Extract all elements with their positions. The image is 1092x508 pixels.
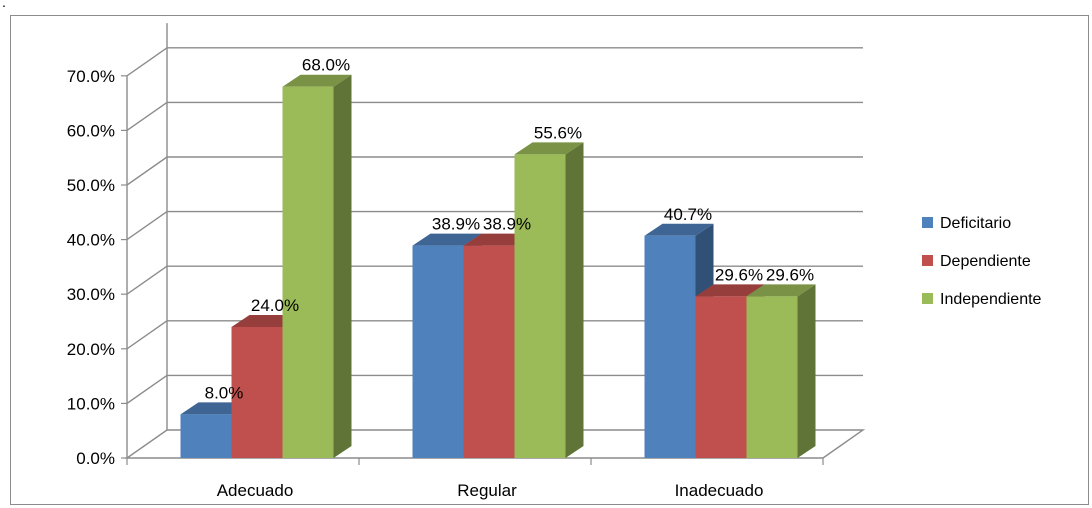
y-tick-label: 70.0%: [67, 67, 115, 86]
bar-front-face: [282, 86, 334, 458]
y-tick-label: 50.0%: [67, 176, 115, 195]
y-tick-label: 20.0%: [67, 340, 115, 359]
gridline-diagonal: [126, 211, 168, 241]
data-label: 29.6%: [715, 265, 763, 284]
bar-top-face: [644, 223, 714, 236]
data-label: 38.9%: [483, 215, 531, 234]
data-label: 55.6%: [534, 123, 582, 142]
axes: 0.0% 10.0% 20.0% 30.0% 40.0% 50.0% 60.0% 70.0% A…: [67, 23, 866, 500]
bar-front-face: [695, 296, 747, 458]
y-tick-label: 30.0%: [67, 285, 115, 304]
y-tick-label: 10.0%: [67, 394, 115, 413]
x-tick-label: Adecuado: [217, 481, 294, 500]
bar: [282, 74, 352, 458]
legend-swatch: [922, 217, 933, 228]
legend-label: Independiente: [940, 291, 1042, 308]
gridline-diagonal: [126, 374, 168, 404]
y-tick-label: 60.0%: [67, 121, 115, 140]
data-label: 24.0%: [251, 296, 299, 315]
bar-top-face: [412, 233, 482, 246]
gridline-diagonal: [126, 320, 168, 350]
gridline-diagonal: [126, 156, 168, 186]
bar: [746, 284, 816, 458]
y-tick-label: 0.0%: [76, 449, 115, 468]
bar-front-face: [514, 154, 566, 458]
legend-swatch: [922, 293, 933, 304]
bar-top-face: [514, 142, 584, 155]
bar-front-face: [746, 296, 798, 458]
gridline-diagonal: [126, 265, 168, 295]
data-label: 8.0%: [205, 383, 244, 402]
bar-side-face: [797, 284, 816, 458]
gridline-diagonal: [126, 47, 168, 77]
x-tick-label: Inadecuado: [675, 481, 764, 500]
bar-front-face: [463, 245, 515, 458]
bar-front-face: [180, 414, 232, 458]
bar-top-face: [746, 284, 816, 297]
bar-front-face: [231, 326, 283, 458]
y-tick-label: 40.0%: [67, 231, 115, 250]
gridline-diagonal: [126, 101, 168, 131]
data-label: 38.9%: [432, 215, 480, 234]
legend-swatch: [922, 255, 933, 266]
chart-frame: [10, 15, 1089, 505]
bars: [180, 74, 816, 458]
legend-label: Dependiente: [940, 253, 1031, 270]
bar-front-face: [644, 235, 696, 458]
page-mark: .: [2, 0, 6, 10]
bar-top-face: [695, 284, 765, 297]
bar-side-face: [333, 74, 352, 458]
legend-label: Deficitario: [940, 215, 1011, 232]
x-tick-label: Regular: [457, 481, 517, 500]
data-label: 29.6%: [766, 265, 814, 284]
bar-front-face: [412, 245, 464, 458]
bar-side-face: [565, 142, 584, 458]
data-labels: 8.0% 24.0% 68.0% 38.9% 38.9% 55.6% 40.7% 29.6% 2…: [205, 56, 814, 403]
legend: Deficitario Dependiente Independiente: [922, 215, 1042, 308]
data-label: 68.0%: [302, 56, 350, 75]
bar: [514, 142, 584, 458]
data-label: 40.7%: [664, 205, 712, 224]
bar-top-face: [282, 74, 352, 87]
